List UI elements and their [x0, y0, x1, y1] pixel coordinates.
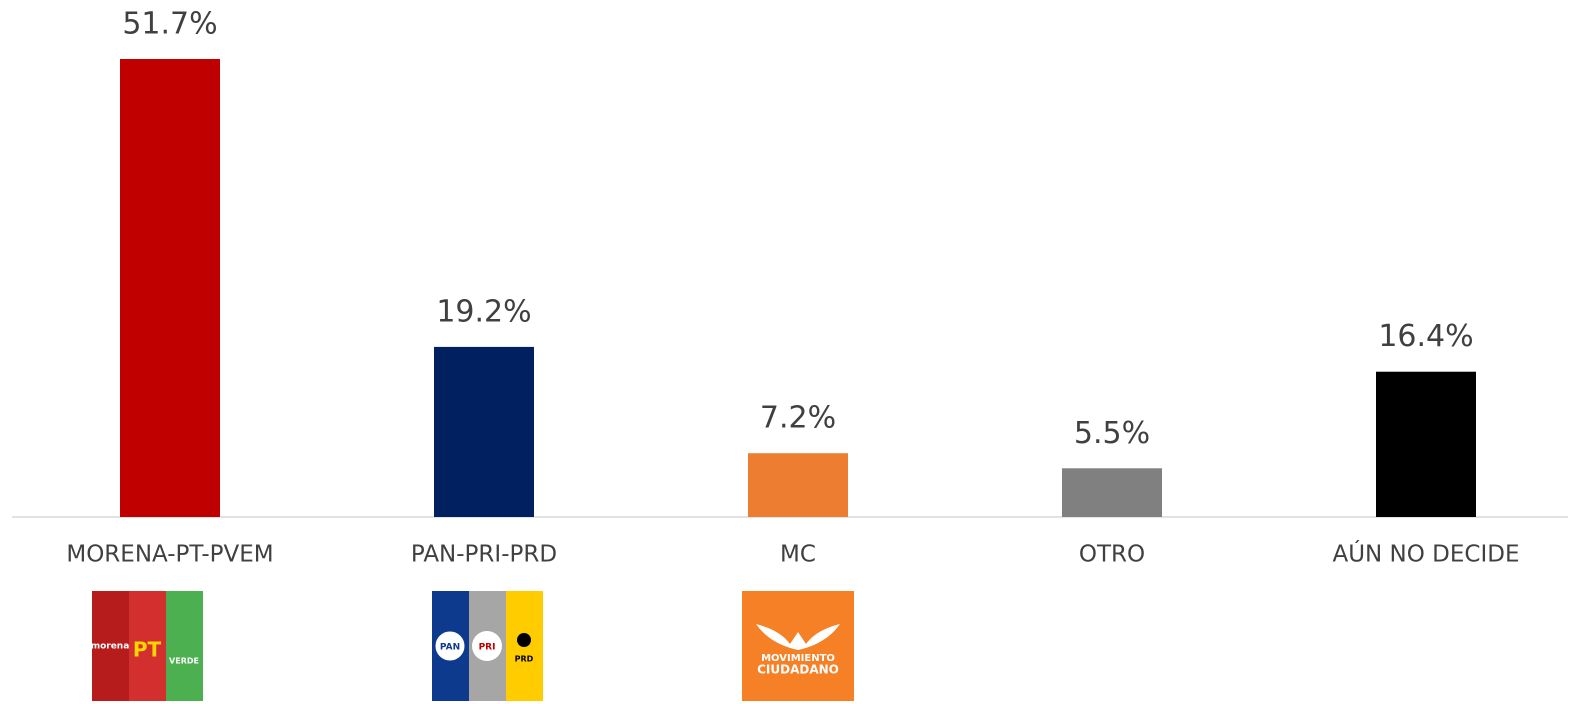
logo-circle: [434, 630, 466, 662]
data-label: 19.2%: [436, 294, 531, 329]
bar: [1062, 468, 1162, 517]
logo-text: MOVIMIENTO: [761, 653, 835, 664]
logo-panel: [92, 591, 129, 701]
logo-text: morena: [91, 642, 130, 652]
x-tick-label: PAN-PRI-PRD: [411, 542, 557, 568]
x-tick-label: MORENA-PT-PVEM: [66, 542, 273, 568]
bar: [748, 453, 848, 517]
logo-panel: [129, 591, 166, 701]
logo-text: PT: [133, 638, 162, 662]
logo-text: PRI: [479, 643, 496, 653]
logo-mc: MOVIMIENTO CIUDADANO: [742, 591, 854, 701]
logo-text: PRD: [515, 655, 534, 664]
logo-bird: [756, 624, 840, 650]
logo-morena-pt-verde: morena PT VERDE: [91, 591, 203, 701]
data-label: 5.5%: [1074, 416, 1150, 451]
bar: [120, 59, 220, 517]
logo-text: PAN: [440, 643, 460, 653]
logo-panel: [166, 591, 203, 701]
data-label: 51.7%: [122, 7, 217, 42]
logo-sun: [517, 633, 531, 647]
bar: [434, 346, 534, 517]
x-tick-label: OTRO: [1079, 542, 1145, 568]
logo-text: VERDE: [169, 657, 199, 666]
x-tick-label: MC: [780, 542, 816, 568]
logo-circle: [472, 631, 502, 661]
data-label: 7.2%: [760, 401, 836, 436]
logo-text: CIUDADANO: [757, 663, 839, 677]
data-label: 16.4%: [1378, 319, 1473, 354]
bar: [1376, 371, 1476, 517]
logo-pan-pri-prd: PAN PRI PRD: [432, 591, 543, 701]
x-tick-label: AÚN NO DECIDE: [1332, 540, 1519, 568]
